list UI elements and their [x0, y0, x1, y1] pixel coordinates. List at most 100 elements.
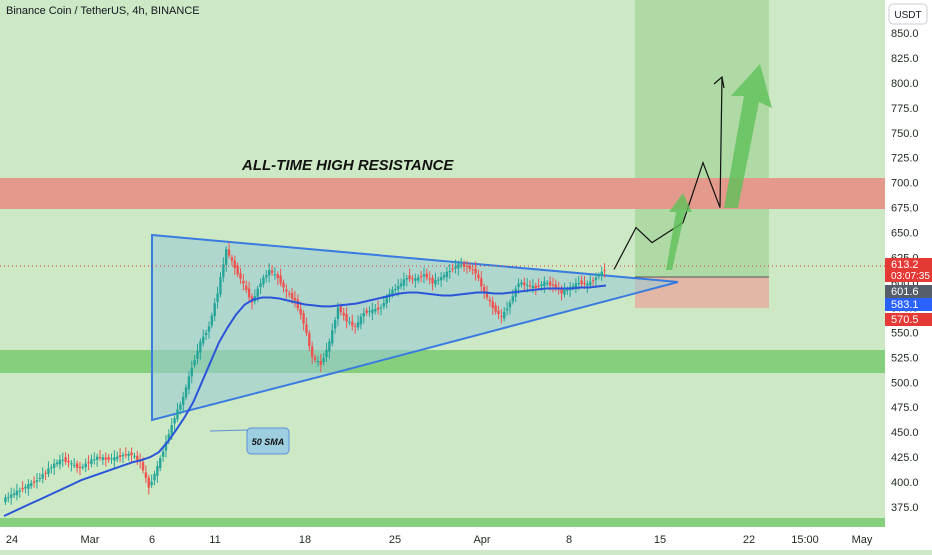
- candle-body: [351, 321, 354, 326]
- candle-body: [348, 321, 351, 323]
- candle-body: [202, 336, 205, 344]
- candle-body: [503, 311, 506, 319]
- candle-body: [454, 266, 457, 269]
- price-label-text: 583.1: [891, 299, 919, 311]
- candle-body: [465, 265, 469, 267]
- candle-body: [130, 452, 133, 456]
- candle-body: [353, 326, 357, 328]
- candle-body: [408, 275, 411, 280]
- candle-body: [603, 270, 606, 272]
- y-tick-label: 425.0: [891, 452, 919, 464]
- candle-body: [30, 482, 33, 487]
- candle-body: [414, 278, 417, 281]
- candle-body: [534, 285, 537, 288]
- candle-body: [55, 462, 59, 465]
- x-tick-label: 6: [149, 534, 155, 546]
- candle-body: [405, 278, 408, 280]
- candle-body: [273, 274, 277, 276]
- candle-body: [563, 289, 566, 295]
- candle-body: [468, 265, 472, 270]
- candle-body: [442, 275, 446, 278]
- candle-body: [210, 315, 214, 326]
- candle-body: [586, 283, 589, 286]
- candle-body: [525, 284, 529, 286]
- candle-body: [571, 285, 575, 288]
- x-tick-label: 24: [6, 534, 18, 546]
- candle-body: [207, 326, 211, 332]
- time-axis[interactable]: [0, 527, 885, 550]
- x-tick-label: 25: [389, 534, 401, 546]
- candle-body: [70, 463, 73, 465]
- candle-body: [471, 269, 474, 271]
- candle-body: [382, 302, 386, 307]
- candle-body: [439, 277, 443, 281]
- y-tick-label: 675.0: [891, 203, 919, 215]
- candle-body: [164, 442, 168, 451]
- x-tick-label: 15:00: [791, 534, 819, 546]
- candle-body: [540, 284, 543, 286]
- candle-body: [537, 285, 540, 287]
- candle-body: [345, 314, 348, 322]
- price-label-box: [885, 285, 932, 298]
- candle-body: [431, 277, 434, 284]
- candle-body: [153, 473, 156, 481]
- resistance-zone: [0, 178, 885, 209]
- candle-body: [38, 477, 42, 480]
- y-tick-label: 850.0: [891, 28, 919, 40]
- candle-body: [560, 288, 563, 294]
- candle-body: [566, 289, 569, 291]
- y-tick-label: 700.0: [891, 178, 919, 190]
- candle-body: [21, 488, 24, 490]
- candle-body: [594, 277, 598, 280]
- y-tick-label: 650.0: [891, 228, 919, 240]
- candle-body: [356, 322, 360, 328]
- candle-body: [219, 277, 222, 295]
- y-tick-label: 500.0: [891, 377, 919, 389]
- candle-body: [285, 289, 288, 292]
- candle-body: [531, 285, 535, 289]
- candle-body: [543, 281, 546, 287]
- candle-body: [67, 460, 70, 463]
- candle-body: [325, 349, 328, 358]
- candle-body: [546, 282, 549, 284]
- candle-body: [305, 324, 308, 334]
- candle-body: [402, 279, 406, 286]
- candle-body: [523, 282, 526, 285]
- candle-body: [388, 293, 391, 296]
- y-tick-label: 825.0: [891, 53, 919, 65]
- candle-body: [580, 280, 583, 285]
- candle-body: [293, 297, 297, 301]
- candle-body: [256, 288, 259, 297]
- candle-body: [159, 458, 162, 469]
- candle-body: [44, 472, 47, 474]
- candle-body: [310, 346, 314, 357]
- x-tick-label: 22: [743, 534, 755, 546]
- candle-body: [583, 283, 586, 285]
- candle-body: [176, 409, 179, 420]
- candle-body: [385, 296, 388, 304]
- candle-body: [196, 350, 199, 360]
- candle-body: [288, 293, 291, 295]
- candle-body: [50, 467, 53, 469]
- candle-body: [224, 249, 228, 265]
- candle-body: [313, 357, 317, 360]
- candle-body: [116, 456, 119, 460]
- candle-body: [508, 302, 512, 308]
- candle-body: [93, 459, 96, 461]
- candle-body: [451, 268, 454, 270]
- candle-body: [319, 361, 322, 365]
- candle-body: [500, 316, 503, 318]
- price-label-text: 613.2: [891, 259, 919, 271]
- candle-body: [528, 285, 532, 287]
- candle-body: [90, 459, 93, 465]
- bottom-zone: [0, 518, 885, 527]
- candle-body: [15, 490, 19, 496]
- candle-body: [7, 497, 10, 499]
- candle-body: [342, 312, 345, 316]
- candle-body: [181, 396, 185, 405]
- currency-button[interactable]: [888, 3, 928, 25]
- candle-body: [333, 320, 337, 329]
- candle-body: [399, 283, 403, 287]
- candle-body: [302, 313, 305, 324]
